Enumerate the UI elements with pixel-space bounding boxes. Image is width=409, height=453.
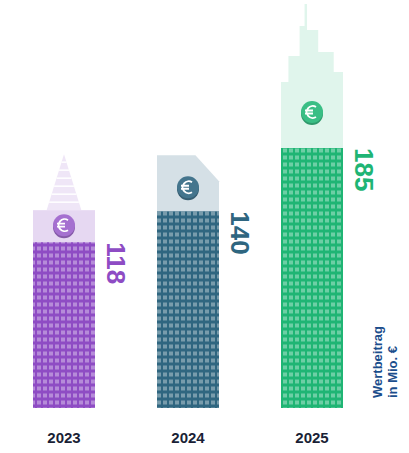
coin-face bbox=[53, 214, 75, 236]
x-tick-label: 2023 bbox=[47, 429, 80, 446]
building-top bbox=[33, 154, 95, 242]
x-tick-label: 2024 bbox=[171, 429, 205, 446]
x-labels: 2023 2024 2025 bbox=[47, 429, 328, 446]
tower-top bbox=[157, 155, 219, 211]
axis-title-line: Wertbeitrag bbox=[370, 326, 385, 398]
bar bbox=[33, 242, 95, 408]
bar bbox=[281, 148, 343, 408]
spire-stripe bbox=[49, 201, 79, 203]
axis-title-line: in Mio. € bbox=[385, 346, 400, 398]
tower-top bbox=[33, 210, 95, 242]
coin-icon bbox=[53, 214, 75, 238]
euro-symbol bbox=[57, 219, 68, 231]
coin-face bbox=[301, 101, 323, 123]
spire-stripe bbox=[62, 161, 67, 163]
bar bbox=[157, 211, 219, 408]
bars bbox=[33, 148, 343, 408]
spire-stripe bbox=[59, 169, 69, 171]
spire-stripe bbox=[52, 193, 77, 195]
tower-top bbox=[281, 4, 343, 148]
coin-icon bbox=[301, 101, 323, 125]
data-labels: 118 140 185 bbox=[101, 148, 379, 284]
coin-icon bbox=[177, 176, 199, 200]
data-label: 140 bbox=[225, 211, 255, 254]
spire-stripe bbox=[54, 185, 74, 187]
building-top bbox=[157, 155, 219, 211]
spire bbox=[47, 154, 82, 210]
data-label: 118 bbox=[101, 242, 131, 284]
axis-title: Wertbeitragin Mio. € bbox=[370, 326, 400, 398]
coin-face bbox=[177, 176, 199, 198]
spire-stripe bbox=[57, 177, 72, 179]
chart: 118 140 185 2023 2024 2025 Wertbeitragin Mio. … bbox=[0, 0, 409, 453]
data-label: 185 bbox=[349, 148, 379, 191]
euro-symbol bbox=[181, 181, 192, 193]
euro-symbol bbox=[305, 106, 316, 118]
x-tick-label: 2025 bbox=[295, 429, 328, 446]
building-top bbox=[281, 4, 343, 148]
